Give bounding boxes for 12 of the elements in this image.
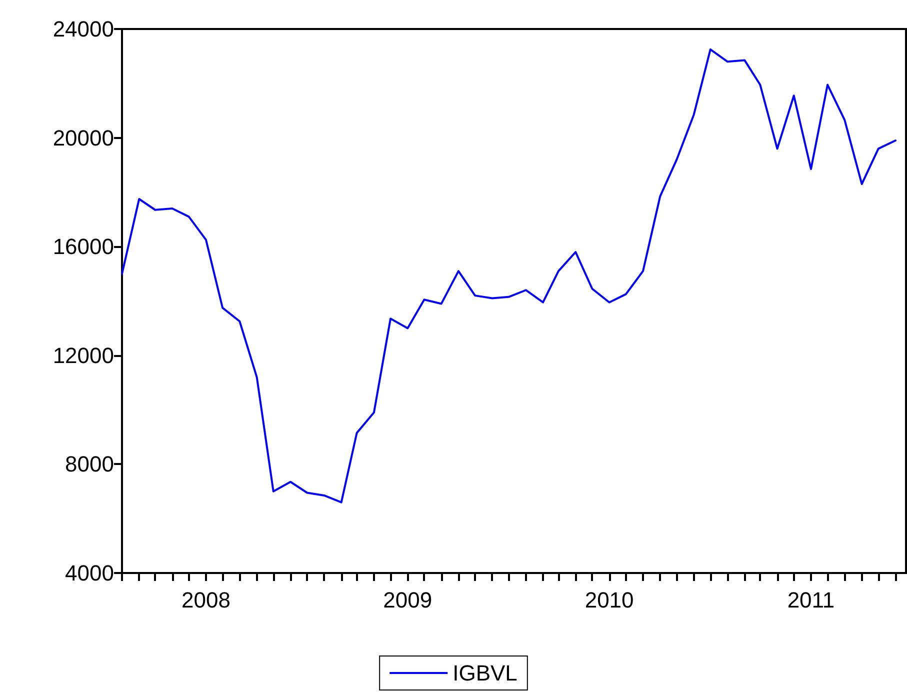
x-tick-label: 2009 — [383, 588, 432, 612]
x-tick-label: 2010 — [584, 588, 634, 612]
y-tick-label: 8000 — [65, 452, 114, 477]
y-tick-label: 4000 — [65, 560, 114, 586]
y-tick-label: 16000 — [52, 234, 114, 260]
legend-label: IGBVL — [452, 660, 518, 686]
line-series — [121, 48, 896, 504]
y-tick-label: 12000 — [52, 342, 114, 368]
y-tick-label: 20000 — [52, 125, 114, 150]
x-tick-label: 2008 — [182, 588, 230, 612]
y-tick-label: 24000 — [52, 16, 114, 42]
x-tick-label: 2011 — [787, 588, 835, 612]
